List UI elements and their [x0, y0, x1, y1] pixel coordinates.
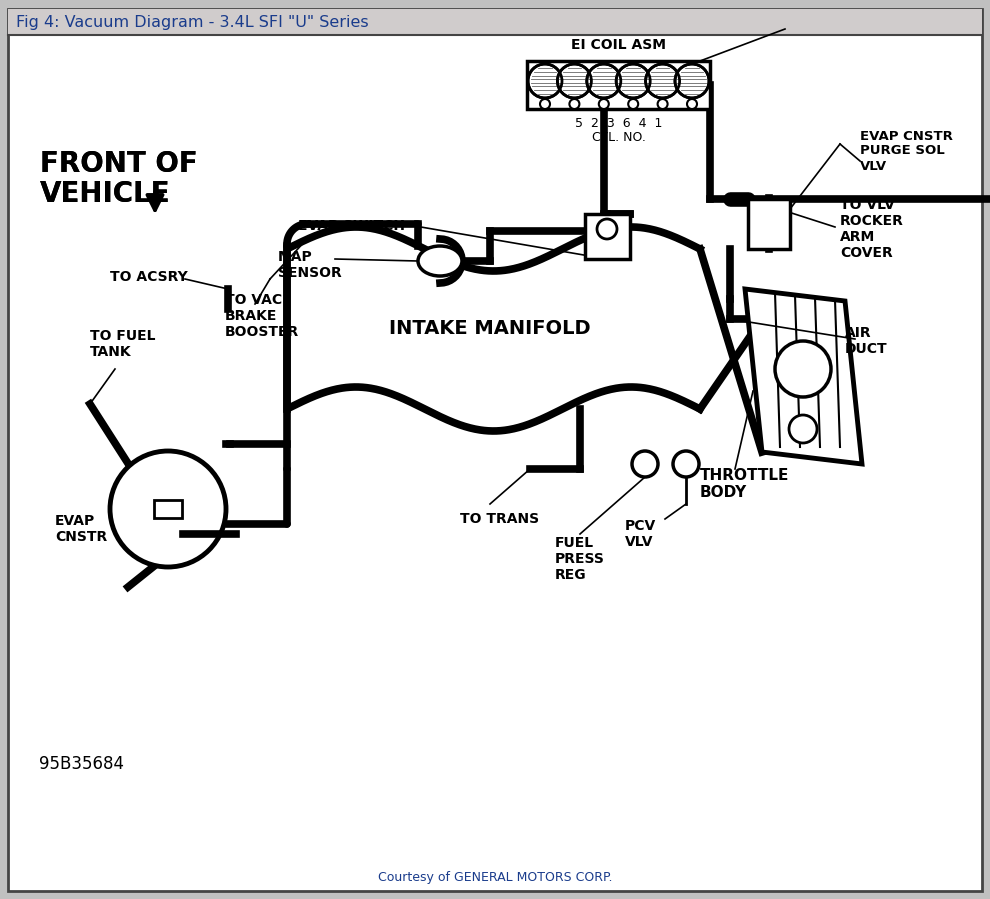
Text: EVAP
CNSTR: EVAP CNSTR [55, 514, 107, 544]
Circle shape [569, 99, 579, 109]
Polygon shape [745, 289, 862, 464]
Text: FRONT OF
VEHICLE: FRONT OF VEHICLE [40, 150, 198, 208]
Text: FRONT OF
VEHICLE: FRONT OF VEHICLE [40, 150, 198, 208]
Bar [154, 500, 182, 518]
Text: 5  2  3  6  4  1: 5 2 3 6 4 1 [575, 117, 662, 130]
Circle shape [775, 341, 831, 397]
Text: THROTTLE
BODY: THROTTLE BODY [700, 467, 789, 500]
Circle shape [675, 64, 709, 98]
Bar [748, 199, 790, 249]
Text: AIR
DUCT: AIR DUCT [845, 326, 888, 356]
Text: FUEL
PRESS
REG: FUEL PRESS REG [555, 536, 605, 583]
Circle shape [657, 99, 667, 109]
Text: MAP
SENSOR: MAP SENSOR [278, 250, 342, 280]
Circle shape [645, 64, 679, 98]
Text: TO TRANS: TO TRANS [460, 512, 540, 526]
Circle shape [629, 99, 639, 109]
Circle shape [673, 451, 699, 477]
Ellipse shape [418, 246, 462, 276]
Text: EI COIL ASM: EI COIL ASM [571, 38, 666, 52]
Text: EVAP CNSTR
PURGE SOL
VLV: EVAP CNSTR PURGE SOL VLV [860, 129, 952, 173]
Text: Courtesy of GENERAL MOTORS CORP.: Courtesy of GENERAL MOTORS CORP. [378, 870, 612, 884]
Circle shape [597, 219, 617, 239]
Text: PCV
VLV: PCV VLV [625, 519, 656, 549]
Circle shape [687, 99, 697, 109]
Circle shape [599, 99, 609, 109]
Text: EVAP SWITCH: EVAP SWITCH [298, 219, 405, 233]
Circle shape [540, 99, 550, 109]
Text: Fig 4: Vacuum Diagram - 3.4L SFI "U" Series: Fig 4: Vacuum Diagram - 3.4L SFI "U" Ser… [16, 14, 368, 30]
Bar [585, 214, 630, 259]
Text: CYL. NO.: CYL. NO. [592, 131, 645, 144]
Circle shape [616, 64, 650, 98]
Circle shape [110, 451, 226, 567]
Text: TO VAC
BRAKE
BOOSTER: TO VAC BRAKE BOOSTER [225, 293, 299, 339]
Bar [8, 9, 982, 35]
Circle shape [632, 451, 658, 477]
Circle shape [789, 415, 817, 443]
Text: TO FUEL
TANK: TO FUEL TANK [90, 329, 155, 359]
FancyBboxPatch shape [8, 9, 982, 891]
Text: 95B35684: 95B35684 [40, 755, 125, 773]
Bar [527, 61, 710, 109]
Circle shape [528, 64, 562, 98]
Text: TO ACSRY: TO ACSRY [110, 270, 188, 284]
Circle shape [557, 64, 591, 98]
Text: TO VLV
ROCKER
ARM
COVER: TO VLV ROCKER ARM COVER [840, 198, 904, 261]
Text: INTAKE MANIFOLD: INTAKE MANIFOLD [389, 319, 591, 339]
Circle shape [587, 64, 621, 98]
